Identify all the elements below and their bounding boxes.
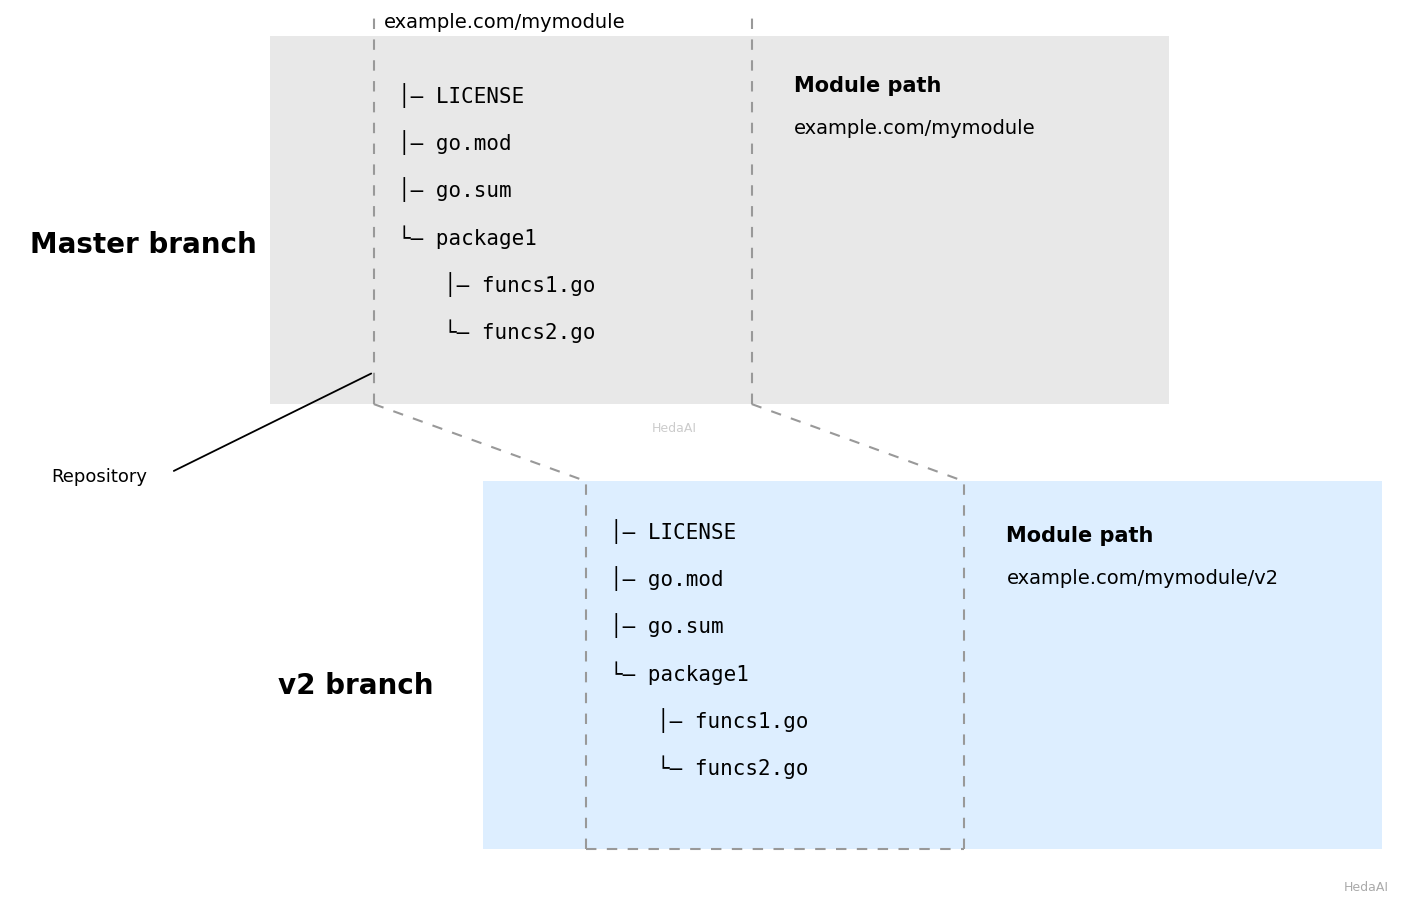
Text: │— go.sum: │— go.sum: [609, 613, 723, 638]
Text: │— go.sum: │— go.sum: [397, 177, 511, 202]
Text: └— funcs2.go: └— funcs2.go: [444, 320, 597, 343]
Text: Master branch: Master branch: [30, 232, 256, 259]
Text: v2 branch: v2 branch: [278, 672, 433, 699]
Text: example.com/mymodule: example.com/mymodule: [795, 120, 1035, 138]
Text: example.com/mymodule/v2: example.com/mymodule/v2: [1007, 569, 1279, 587]
Text: │— LICENSE: │— LICENSE: [397, 83, 524, 108]
Text: │— funcs1.go: │— funcs1.go: [444, 271, 597, 297]
Text: Module path: Module path: [1007, 526, 1153, 546]
Text: Repository: Repository: [51, 468, 147, 486]
Text: └— package1: └— package1: [397, 225, 537, 249]
Text: │— funcs1.go: │— funcs1.go: [656, 707, 809, 733]
Text: │— go.mod: │— go.mod: [609, 566, 723, 591]
Text: example.com/mymodule: example.com/mymodule: [383, 14, 625, 32]
Text: └— funcs2.go: └— funcs2.go: [656, 755, 809, 779]
Bar: [271, 36, 1169, 404]
Text: │— go.mod: │— go.mod: [397, 130, 511, 155]
Bar: [483, 481, 1381, 849]
Text: Module path: Module path: [795, 76, 941, 96]
Text: └— package1: └— package1: [609, 661, 749, 685]
Text: │— LICENSE: │— LICENSE: [609, 518, 736, 544]
Text: HedaAI: HedaAI: [651, 422, 696, 435]
Text: HedaAI: HedaAI: [1344, 882, 1388, 894]
